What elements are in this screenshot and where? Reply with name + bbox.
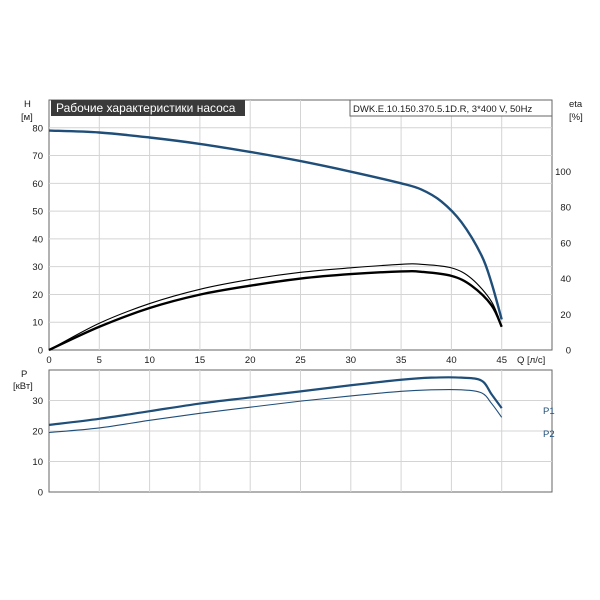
- head-axis-unit: [м]: [21, 112, 33, 123]
- power-tick-label: 30: [32, 396, 43, 407]
- flow-tick-label: 0: [46, 355, 51, 366]
- power-curves: [48, 376, 503, 434]
- flow-tick-label: 45: [496, 355, 507, 366]
- pump-model-label: DWK.E.10.150.370.5.1D.R, 3*400 V, 50Hz: [353, 104, 532, 115]
- flow-tick-label: 20: [245, 355, 256, 366]
- flow-axis-label: Q [л/с]: [517, 355, 545, 366]
- head-tick-label: 60: [32, 179, 43, 190]
- p1-series-label: P1: [543, 406, 555, 417]
- eta-tick-label: 60: [560, 238, 571, 249]
- eta-tick-label: 0: [566, 346, 571, 357]
- head-tick-label: 70: [32, 151, 43, 162]
- flow-tick-label: 40: [446, 355, 457, 366]
- eta-axis-ticks: 0 20 40 60 80 100: [555, 167, 571, 357]
- eta-tick-label: 20: [560, 310, 571, 321]
- eta-tick-label: 40: [560, 274, 571, 285]
- power-tick-label: 10: [32, 457, 43, 468]
- chart-title-background: [51, 100, 245, 116]
- eta-axis-symbol: eta: [569, 99, 583, 110]
- chart-title: Рабочие характеристики насоса: [56, 101, 236, 115]
- power-axis-ticks: 0 10 20 30: [32, 396, 43, 499]
- power-grid: [49, 370, 552, 492]
- head-tick-label: 50: [32, 207, 43, 218]
- eta-tick-label: 80: [560, 203, 571, 214]
- p2-series-label: P2: [543, 429, 555, 440]
- head-eta-curves: [48, 129, 503, 352]
- head-tick-label: 0: [38, 346, 43, 357]
- head-axis-symbol: H: [24, 99, 31, 110]
- head-axis-ticks: 0 10 20 30 40 50 60 70 80: [32, 123, 43, 356]
- head-tick-label: 80: [32, 123, 43, 134]
- eta-axis-unit: [%]: [569, 112, 583, 123]
- flow-tick-label: 30: [346, 355, 357, 366]
- eta-total-curve: [48, 269, 503, 352]
- pump-model-box: [349, 99, 553, 117]
- flow-tick-label: 5: [97, 355, 102, 366]
- head-tick-label: 30: [32, 262, 43, 273]
- eta-tick-label: 100: [555, 167, 571, 178]
- eta-pump-curve: [48, 263, 503, 351]
- flow-tick-label: 15: [195, 355, 206, 366]
- p2-curve: [48, 388, 503, 434]
- power-axis-unit: [кВт]: [13, 381, 33, 392]
- p1-curve: [48, 376, 503, 426]
- power-axis-symbol: P: [21, 369, 27, 380]
- head-eta-grid: [49, 100, 552, 350]
- head-tick-label: 20: [32, 290, 43, 301]
- head-curve: [48, 129, 503, 320]
- head-tick-label: 10: [32, 318, 43, 329]
- head-tick-label: 40: [32, 234, 43, 245]
- flow-axis-ticks: 0 5 10 15 20 25 30 35 40 45: [46, 355, 507, 366]
- power-tick-label: 0: [38, 488, 43, 499]
- flow-tick-label: 35: [396, 355, 407, 366]
- power-tick-label: 20: [32, 427, 43, 438]
- flow-tick-label: 25: [295, 355, 306, 366]
- flow-tick-label: 10: [144, 355, 155, 366]
